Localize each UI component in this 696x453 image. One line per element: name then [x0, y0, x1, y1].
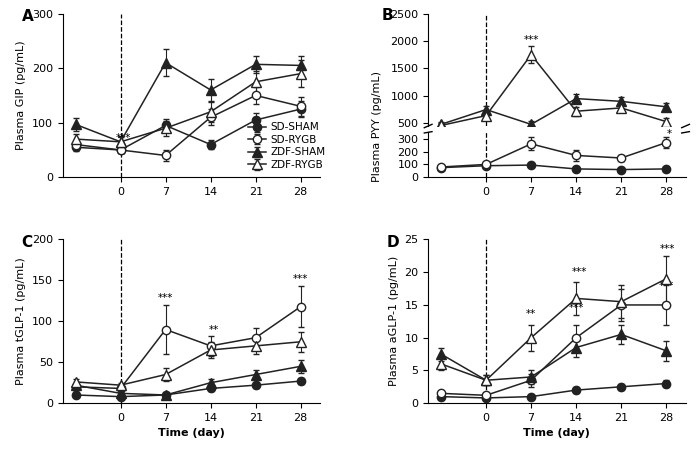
Text: A: A [22, 9, 33, 24]
Text: **: ** [526, 309, 536, 319]
Text: *: * [208, 348, 213, 358]
Text: ***: *** [569, 303, 584, 313]
Text: *: * [667, 129, 672, 139]
Text: D: D [387, 235, 400, 250]
Text: ***: *** [660, 244, 675, 254]
Y-axis label: Plasma GIP (pg/mL): Plasma GIP (pg/mL) [16, 41, 26, 150]
Text: ***: *** [158, 293, 173, 303]
Text: **: ** [209, 325, 219, 335]
Text: ***: *** [571, 267, 587, 277]
Text: B: B [382, 8, 393, 23]
Text: C: C [22, 235, 33, 250]
Text: ***: *** [116, 134, 132, 144]
Text: ***: *** [293, 275, 308, 284]
X-axis label: Time (day): Time (day) [523, 429, 590, 439]
Text: ***: *** [523, 35, 539, 45]
Text: ***: *** [658, 280, 674, 290]
Legend: SD-SHAM, SD-RYGB, ZDF-SHAM, ZDF-RYGB: SD-SHAM, SD-RYGB, ZDF-SHAM, ZDF-RYGB [246, 120, 328, 172]
X-axis label: Time (day): Time (day) [158, 429, 225, 439]
Text: *: * [574, 93, 579, 103]
Y-axis label: Plasma aGLP-1 (pg/mL): Plasma aGLP-1 (pg/mL) [389, 256, 399, 386]
Y-axis label: Plasma tGLP-1 (pg/mL): Plasma tGLP-1 (pg/mL) [16, 257, 26, 385]
Y-axis label: Plasma PYY (pg/mL): Plasma PYY (pg/mL) [372, 71, 382, 182]
